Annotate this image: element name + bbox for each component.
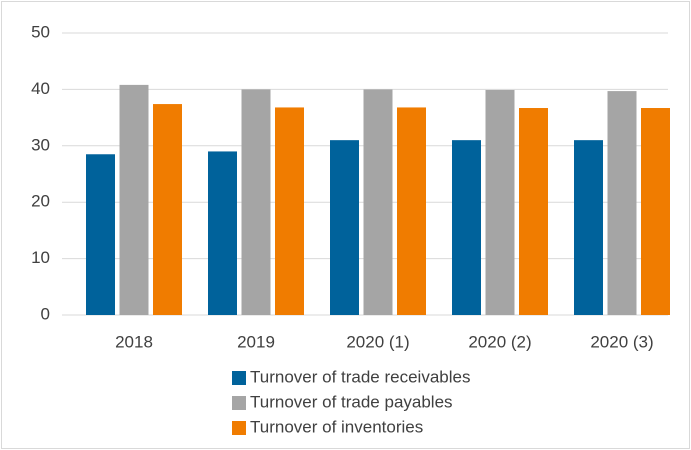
legend-label: Turnover of inventories [250, 417, 423, 436]
bar [452, 140, 481, 315]
bar [519, 108, 548, 316]
bar [574, 140, 603, 315]
legend-swatch [232, 396, 246, 410]
y-tick-label: 50 [31, 22, 50, 41]
bar [208, 151, 237, 315]
bar [275, 107, 304, 315]
x-tick-label: 2020 (1) [346, 332, 409, 351]
bar [363, 89, 393, 316]
y-tick-label: 30 [31, 135, 50, 154]
bar [241, 89, 271, 316]
x-tick-label: 2019 [237, 332, 275, 351]
y-tick-label: 40 [31, 79, 50, 98]
y-tick-label: 10 [31, 248, 50, 267]
bar [330, 140, 359, 315]
bar [607, 91, 637, 315]
x-tick-label: 2020 (3) [590, 332, 653, 351]
bar [86, 154, 115, 315]
bar [397, 107, 426, 315]
bar [153, 104, 182, 316]
y-tick-label: 0 [41, 304, 50, 323]
y-tick-label: 20 [31, 192, 50, 211]
legend-label: Turnover of trade receivables [250, 367, 470, 386]
x-tick-label: 2018 [115, 332, 153, 351]
legend-label: Turnover of trade payables [250, 392, 453, 411]
bar [641, 108, 670, 316]
x-tick-label: 2020 (2) [468, 332, 531, 351]
legend-swatch [232, 421, 246, 435]
bar [485, 89, 515, 316]
bar [119, 84, 149, 315]
legend-swatch [232, 371, 246, 385]
